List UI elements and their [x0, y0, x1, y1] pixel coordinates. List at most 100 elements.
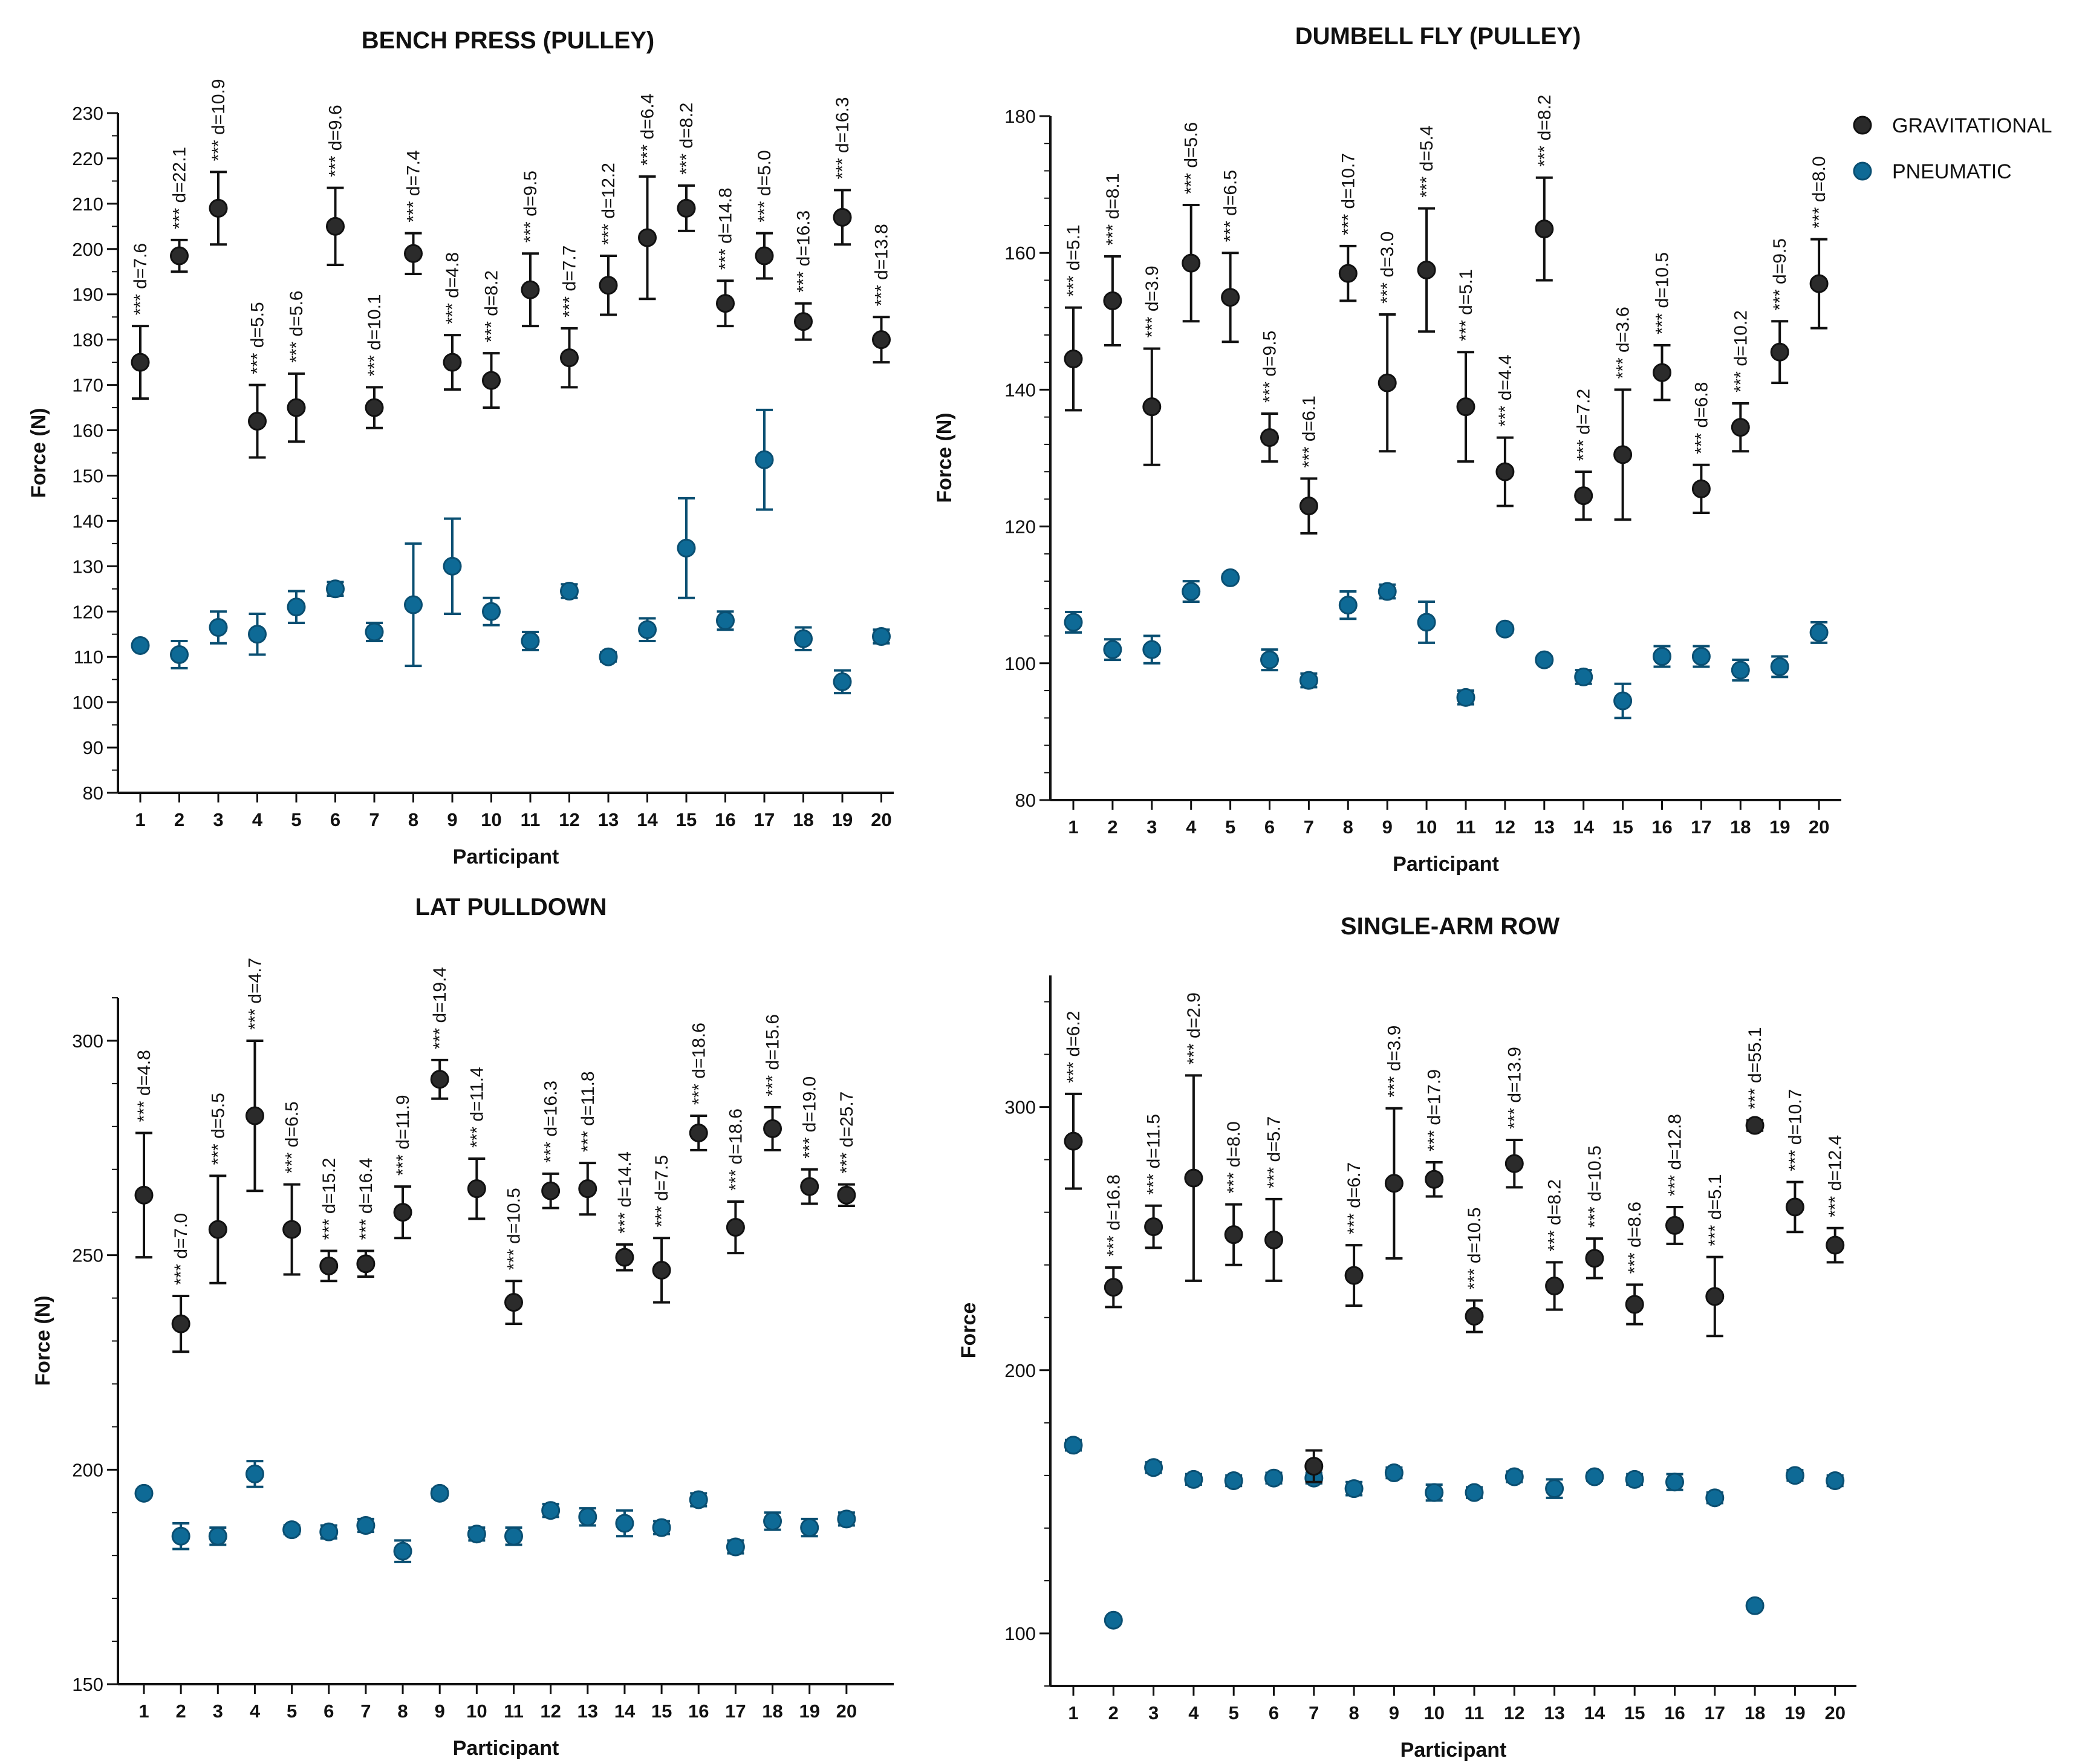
significance-annotation: *** d=7.0: [171, 1213, 191, 1285]
significance-annotation: *** d=4.7: [245, 958, 265, 1030]
gravitational-point: [1221, 288, 1240, 307]
x-tick-label: 17: [754, 809, 775, 830]
pneumatic-point: [833, 672, 852, 691]
pneumatic-point: [1182, 582, 1201, 601]
significance-annotation: *** d=18.6: [726, 1108, 746, 1191]
gravitational-point: [1826, 1235, 1845, 1255]
significance-annotation: *** d=16.8: [1104, 1174, 1124, 1257]
pneumatic-point: [1625, 1469, 1644, 1489]
significance-annotation: *** d=8.2: [1545, 1179, 1565, 1251]
gravitational-point: [1785, 1197, 1804, 1217]
pneumatic-point: [1535, 650, 1554, 669]
x-tick-label: 8: [397, 1701, 408, 1722]
pneumatic-point: [209, 617, 228, 637]
significance-annotation: *** d=6.1: [1299, 395, 1319, 467]
gravitational-point: [208, 1220, 227, 1239]
gravitational-point: [356, 1254, 376, 1274]
pneumatic-point: [248, 625, 267, 644]
x-tick-label: 2: [1107, 816, 1117, 838]
x-tick-label: 20: [1809, 816, 1829, 838]
significance-annotation: *** d=5.0: [755, 150, 775, 222]
pneumatic-point: [1785, 1466, 1804, 1485]
significance-annotation: *** d=5.6: [1182, 122, 1202, 194]
significance-annotation: *** d=8.0: [1809, 156, 1829, 228]
significance-annotation: *** d=13.9: [1504, 1047, 1524, 1129]
significance-annotation: *** d=8.2: [1535, 95, 1555, 167]
pneumatic-point: [1504, 1467, 1524, 1486]
gravitational-point: [541, 1181, 561, 1200]
significance-annotation: *** d=3.9: [1384, 1025, 1404, 1097]
gravitational-point: [1535, 220, 1554, 239]
pneumatic-point: [794, 629, 813, 648]
x-tick-label: 9: [447, 809, 457, 830]
significance-annotation: *** d=19.4: [430, 967, 450, 1049]
gravitational-point: [755, 246, 774, 265]
significance-annotation: *** d=11.9: [393, 1095, 413, 1176]
y-tick-label: 140: [72, 510, 103, 532]
pneumatic-point: [365, 622, 384, 642]
gravitational-point: [319, 1256, 339, 1275]
pneumatic-point: [541, 1501, 561, 1520]
x-tick-label: 9: [435, 1701, 445, 1722]
significance-annotation: *** d=22.1: [170, 147, 190, 229]
x-tick-label: 15: [1624, 1702, 1645, 1723]
y-tick-label: 200: [1004, 1360, 1036, 1381]
gravitational-point: [1745, 1116, 1765, 1135]
pneumatic-point: [393, 1541, 412, 1561]
pneumatic-point: [689, 1490, 708, 1509]
gravitational-point: [800, 1177, 819, 1196]
gravitational-point: [716, 294, 735, 313]
significance-annotation: *** d=10.1: [365, 294, 385, 376]
x-tick-label: 11: [1465, 1702, 1485, 1723]
pneumatic-point: [763, 1511, 782, 1531]
gravitational-point: [467, 1179, 486, 1199]
x-tick-label: 8: [1343, 816, 1353, 838]
pneumatic-point: [134, 1483, 154, 1503]
y-tick-label: 150: [72, 465, 103, 486]
significance-annotation: *** d=10.7: [1338, 153, 1358, 235]
significance-annotation: *** d=8.6: [1625, 1202, 1645, 1274]
x-tick-label: 10: [481, 809, 501, 830]
significance-annotation: *** d=17.9: [1425, 1069, 1445, 1151]
significance-annotation: *** d=14.8: [716, 187, 736, 270]
gravitational-point: [1585, 1249, 1604, 1268]
gravitational-point: [1182, 253, 1201, 273]
x-tick-label: 5: [291, 809, 301, 830]
x-tick-label: 19: [799, 1701, 819, 1722]
x-tick-label: 3: [1147, 816, 1157, 838]
gravitational-point: [1338, 264, 1358, 283]
y-tick-label: 210: [72, 194, 103, 215]
gravitational-point: [1465, 1307, 1484, 1326]
significance-annotation: *** d=8.0: [1224, 1121, 1244, 1193]
pneumatic-point: [404, 595, 423, 614]
gravitational-point: [1344, 1266, 1364, 1285]
significance-annotation: *** d=16.3: [541, 1081, 561, 1163]
legend-gravitational-label: GRAVITATIONAL: [1892, 114, 2052, 137]
x-tick-label: 13: [1544, 1702, 1564, 1723]
y-tick-label: 170: [72, 375, 103, 396]
significance-annotation: *** d=14.4: [615, 1151, 635, 1234]
legend: GRAVITATIONAL PNEUMATIC: [1853, 114, 2052, 183]
significance-annotation: *** d=9.6: [326, 105, 346, 177]
x-tick-label: 18: [762, 1701, 782, 1722]
x-tick-label: 7: [1309, 1702, 1319, 1723]
x-tick-label: 13: [598, 809, 619, 830]
x-tick-label: 15: [1612, 816, 1633, 838]
gravitational-point: [430, 1070, 449, 1089]
pneumatic-point: [652, 1518, 671, 1537]
pneumatic-point: [1456, 688, 1475, 707]
x-tick-label: 4: [250, 1701, 261, 1722]
x-tick-label: 3: [213, 1701, 223, 1722]
pneumatic-point: [1299, 671, 1318, 690]
y-tick-label: 180: [72, 330, 103, 351]
significance-annotation: *** d=5.4: [1417, 125, 1437, 197]
x-tick-label: 1: [135, 809, 145, 830]
pneumatic-point: [800, 1518, 819, 1537]
significance-annotation: *** d=13.8: [872, 224, 892, 306]
gravitational-point: [1653, 363, 1671, 382]
significance-annotation: *** d=7.7: [560, 246, 580, 317]
pneumatic-point: [1465, 1483, 1484, 1502]
significance-annotation: *** d=5.1: [1705, 1174, 1725, 1246]
x-tick-label: 5: [1229, 1702, 1239, 1723]
